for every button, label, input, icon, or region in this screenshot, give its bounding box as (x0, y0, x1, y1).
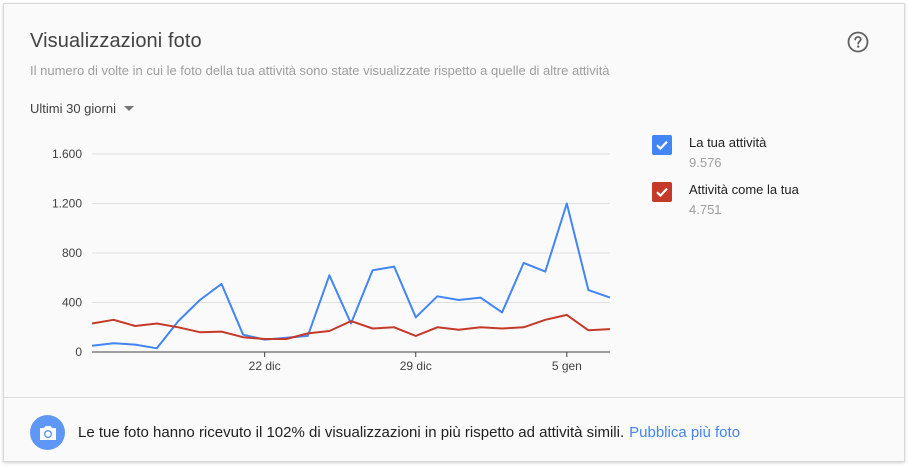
y-tick-label: 1.600 (52, 147, 82, 161)
footer-message: Le tue foto hanno ricevuto il 102% di vi… (78, 424, 625, 441)
help-circle-icon[interactable] (847, 31, 869, 53)
legend-name: La tua attività (689, 135, 767, 150)
caret-down-icon (123, 106, 134, 111)
series-line (91, 313, 611, 340)
legend-checkbox-similar[interactable] (652, 182, 672, 202)
legend-item-own-business[interactable]: La tua attività 9.576 (652, 135, 766, 171)
y-tick-label: 1.200 (52, 197, 82, 211)
publish-more-photos-link[interactable]: Pubblica più foto (629, 424, 741, 441)
camera-icon (30, 415, 65, 450)
y-tick-label: 0 (75, 345, 82, 359)
date-range-dropdown[interactable]: Ultimi 30 giorni (30, 101, 134, 116)
check-icon (656, 140, 668, 151)
x-tick-label: 22 dic (249, 359, 281, 373)
legend-checkbox-own[interactable] (652, 135, 672, 155)
footer-insight: Le tue foto hanno ricevuto il 102% di vi… (30, 415, 740, 450)
legend-item-similar-businesses[interactable]: Attività come la tua 4.751 (652, 182, 799, 218)
x-tick-label: 5 gen (552, 359, 582, 373)
photo-views-card: Visualizzazioni foto Il numero di volte … (3, 3, 905, 462)
card-subtitle: Il numero di volte in cui le foto della … (30, 63, 610, 78)
x-tick-label: 29 dic (400, 359, 432, 373)
legend-value: 4.751 (689, 202, 722, 217)
legend-name: Attività come la tua (689, 182, 799, 197)
check-icon (656, 187, 668, 198)
legend-value: 9.576 (689, 155, 722, 170)
date-range-label: Ultimi 30 giorni (30, 101, 116, 116)
footer-divider (4, 397, 904, 398)
photo-views-line-chart: 0 400 800 1.200 1.600 22 dic 29 dic 5 gen (52, 147, 611, 373)
y-tick-label: 800 (62, 246, 82, 260)
series-line (91, 202, 611, 350)
y-tick-label: 400 (62, 296, 82, 310)
card-title: Visualizzazioni foto (30, 30, 202, 52)
